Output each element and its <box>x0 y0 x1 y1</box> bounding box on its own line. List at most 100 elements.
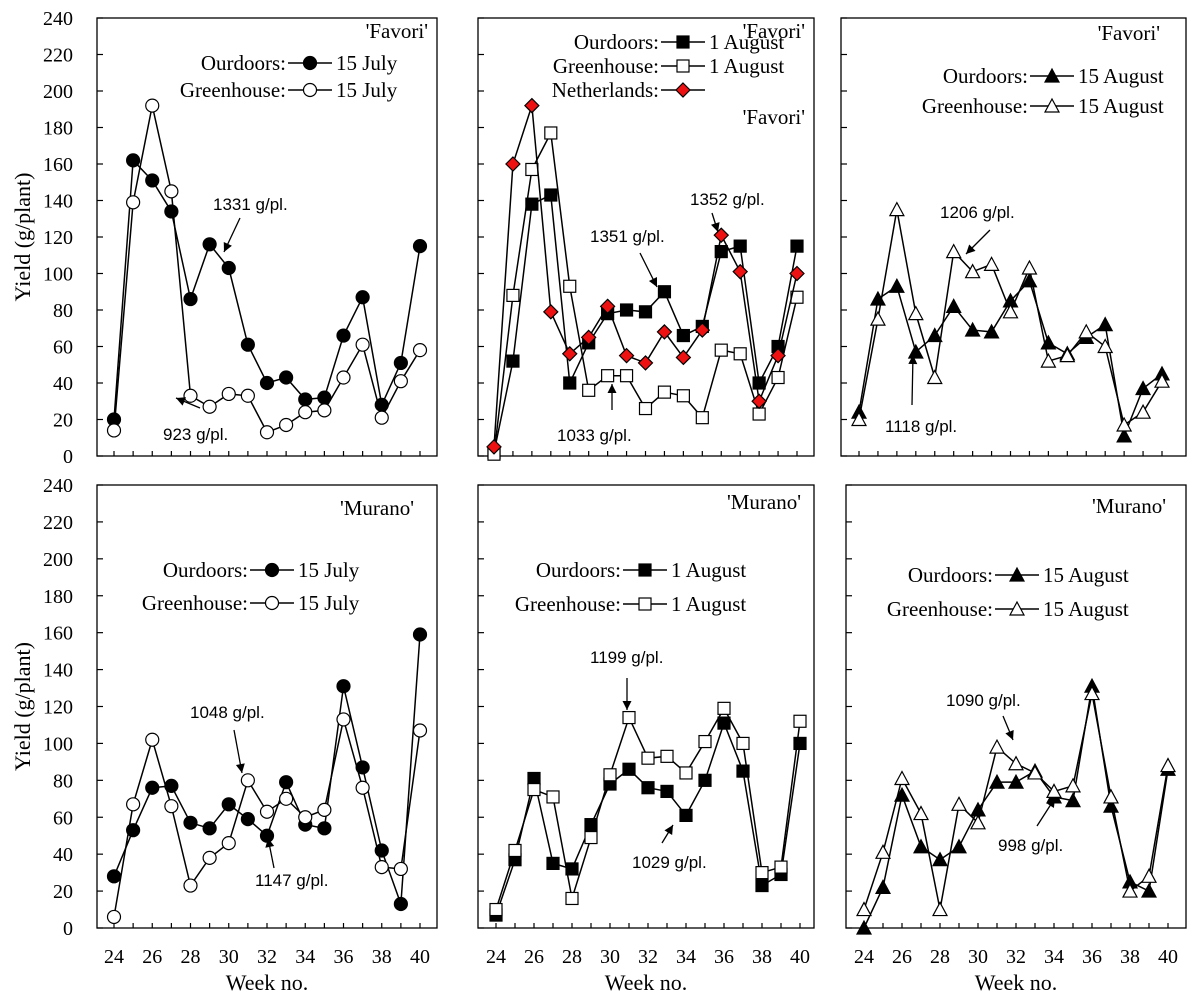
x-tick-label: 26 <box>524 946 544 968</box>
data-point <box>527 771 541 786</box>
annotation-arrow-head <box>966 244 976 254</box>
legend-label: Greenhouse: <box>553 54 659 78</box>
annotation-arrow-head <box>908 355 918 365</box>
data-point <box>240 773 255 788</box>
data-point <box>336 712 351 727</box>
x-axis-label: Week no. <box>605 970 688 995</box>
data-point <box>221 835 236 851</box>
data-point <box>393 374 408 389</box>
data-point <box>656 324 673 340</box>
data-point <box>1002 303 1019 319</box>
data-point <box>1140 882 1158 898</box>
x-tick-label: 30 <box>600 946 620 968</box>
data-point <box>874 844 892 859</box>
y-tick-label: 140 <box>43 660 73 682</box>
x-tick-label: 28 <box>562 946 582 968</box>
legend-marker <box>638 597 652 611</box>
data-point <box>374 859 389 875</box>
series-2 <box>106 712 428 925</box>
data-point <box>983 323 1000 339</box>
series-1 <box>489 716 807 922</box>
x-tick-label: 34 <box>1044 946 1064 968</box>
data-point <box>964 321 981 337</box>
data-point <box>752 376 766 390</box>
data-point <box>580 329 597 346</box>
data-point <box>582 383 596 397</box>
annotation-arrow-head <box>607 384 617 393</box>
panel-1: 0 20 40 60 80 100 120 140 160 180 200 220 240 Yield (… <box>10 8 438 468</box>
data-point <box>563 376 577 390</box>
legend-date: 15 August <box>1043 563 1129 587</box>
x-tick-label: 32 <box>1006 946 1026 968</box>
data-point <box>733 239 747 253</box>
total-yield-annotation: 1118 g/pl. <box>885 417 957 436</box>
y-tick-label: 220 <box>43 512 73 534</box>
data-point <box>1026 764 1044 780</box>
x-tick-label: 40 <box>1158 946 1178 968</box>
data-point <box>752 407 766 421</box>
y-tick-label: 160 <box>43 623 73 645</box>
data-point <box>1102 788 1120 804</box>
data-point <box>657 385 672 399</box>
x-tick-label: 34 <box>676 946 696 968</box>
data-point <box>546 856 560 870</box>
annotation-arrow-head <box>223 241 232 252</box>
total-yield-annotation: 1352 g/pl. <box>690 190 765 209</box>
y-tick-label: 40 <box>53 844 73 866</box>
data-point <box>221 260 236 276</box>
data-point <box>695 411 709 425</box>
data-point <box>622 710 636 725</box>
y-tick-label: 0 <box>63 446 73 468</box>
legend-label: Netherlands: <box>552 78 659 102</box>
x-tick-label: 36 <box>334 946 354 968</box>
data-point <box>240 337 255 352</box>
data-point <box>279 370 294 385</box>
series-2 <box>855 685 1177 917</box>
cultivar-label: 'Murano' <box>340 496 414 520</box>
data-point <box>618 347 635 364</box>
legend-date: 1 August <box>709 54 784 78</box>
data-point <box>259 828 275 843</box>
data-point <box>145 173 160 188</box>
y-tick-label: 120 <box>43 697 73 719</box>
data-point <box>164 204 179 219</box>
cultivar-label: 'Murano' <box>727 490 801 514</box>
data-point <box>279 791 294 806</box>
data-point <box>221 386 236 402</box>
data-point <box>183 388 198 403</box>
data-point <box>888 278 905 293</box>
legend-date: 15 August <box>1043 597 1129 621</box>
data-point <box>793 714 807 728</box>
data-point <box>733 347 747 361</box>
data-point <box>771 370 785 385</box>
legend-date: 15 July <box>336 78 398 102</box>
data-point <box>525 197 539 211</box>
data-point <box>563 279 577 293</box>
data-point <box>355 290 370 305</box>
data-point <box>412 343 428 358</box>
data-point <box>751 393 767 410</box>
legend: Ourdoors: 1 August Greenhouse: 1 August <box>515 558 747 616</box>
cultivar-label: 'Favori' <box>1098 21 1160 45</box>
data-point <box>641 781 655 795</box>
x-tick-label: 24 <box>104 946 124 968</box>
series-3 <box>486 97 805 455</box>
data-point <box>126 153 141 168</box>
x-tick-label: 40 <box>410 946 430 968</box>
data-point <box>1059 347 1076 363</box>
data-point <box>145 732 160 747</box>
data-point <box>355 337 370 352</box>
data-point <box>393 861 408 877</box>
panel-3: 'Favori' Ourdoors: 15 August Greenhouse: 15 … <box>840 17 1187 457</box>
data-point <box>850 411 868 427</box>
series-1 <box>855 677 1177 935</box>
annotation-arrow-head <box>1005 729 1014 740</box>
y-tick-label: 80 <box>53 300 73 322</box>
x-tick-label: 26 <box>892 946 912 968</box>
data-point <box>279 775 294 790</box>
data-point <box>202 821 217 836</box>
data-point <box>317 821 332 836</box>
data-point <box>542 303 559 320</box>
x-tick-label: 28 <box>181 946 201 968</box>
data-point <box>355 760 370 775</box>
